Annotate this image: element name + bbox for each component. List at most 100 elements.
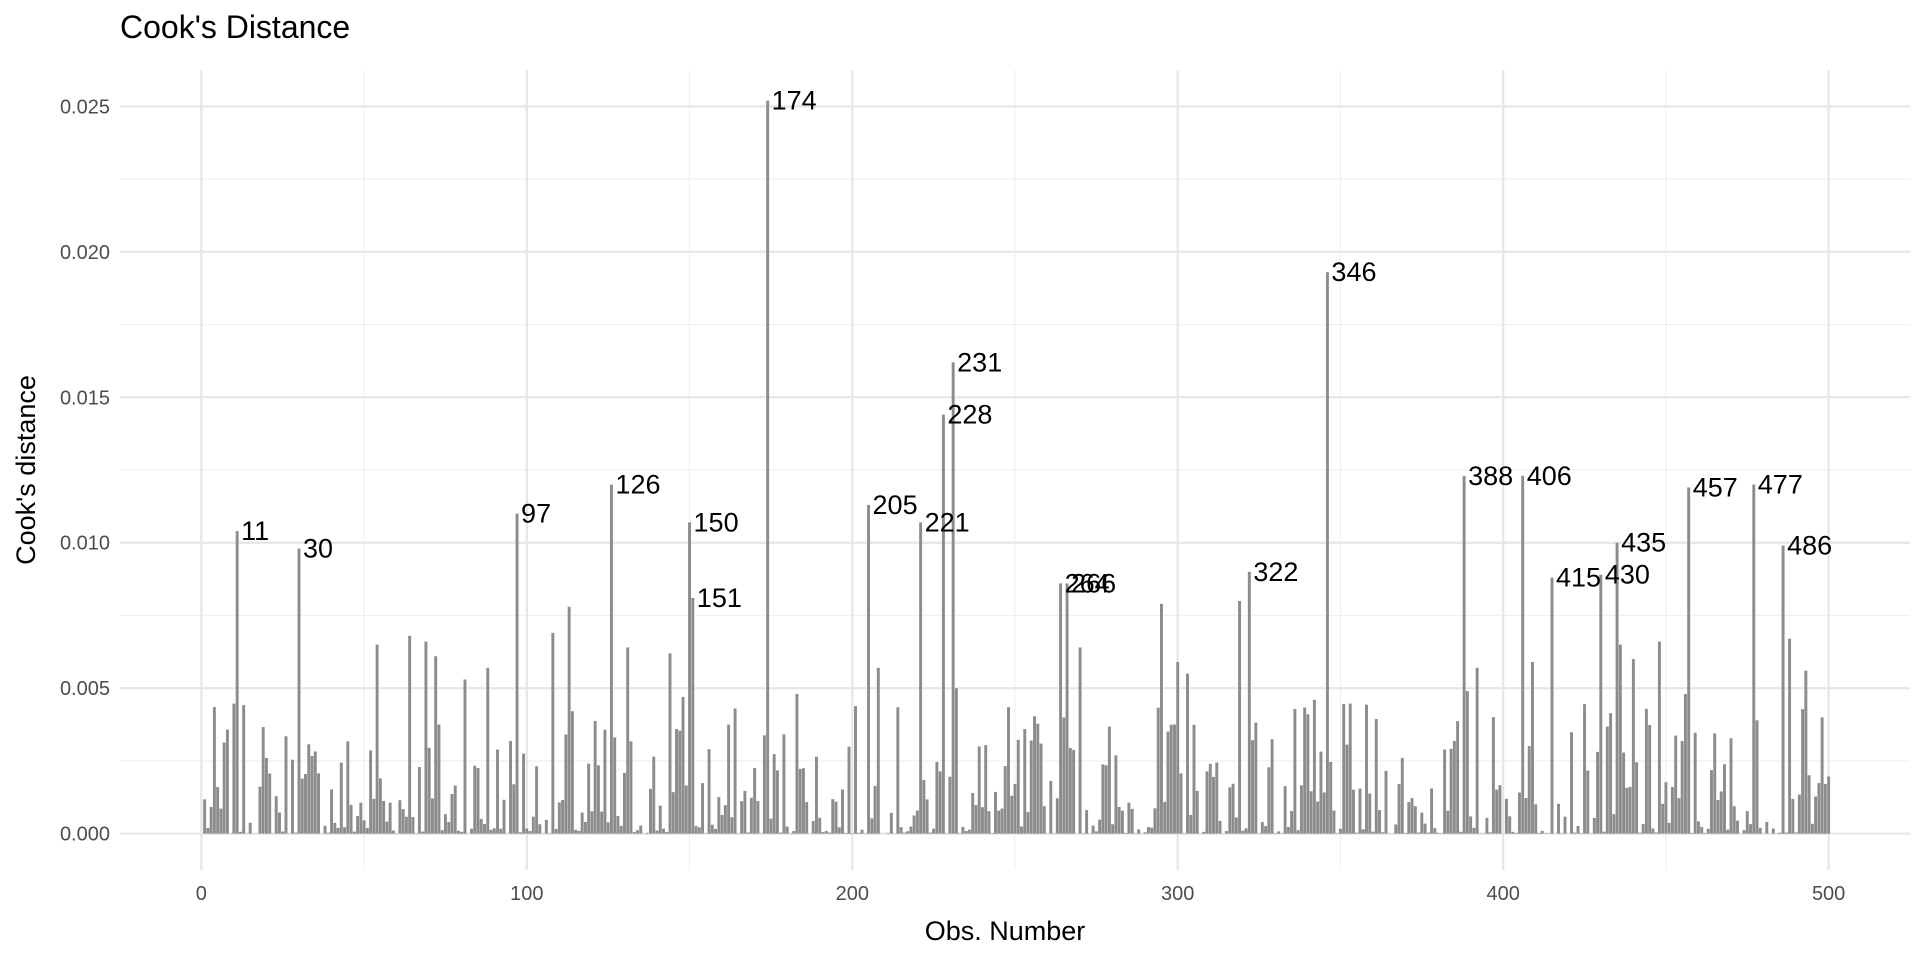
bar: [544, 819, 548, 834]
bar: [1309, 791, 1313, 834]
bar: [1534, 804, 1538, 834]
bar: [671, 792, 675, 834]
bar: [867, 504, 871, 834]
bar: [460, 831, 464, 834]
bar: [951, 362, 955, 834]
bar: [675, 729, 678, 834]
bar: [678, 730, 682, 834]
x-tick-label: 300: [1161, 883, 1194, 905]
bar: [1114, 755, 1118, 834]
bar: [1615, 542, 1619, 834]
bar: [1719, 791, 1723, 834]
bar: [1631, 659, 1635, 834]
bar: [1423, 823, 1427, 834]
bar: [499, 828, 503, 834]
bar: [1657, 641, 1661, 834]
bar: [206, 827, 210, 834]
bar: [1111, 824, 1115, 834]
bar: [264, 758, 268, 834]
bar: [232, 703, 236, 834]
bar: [798, 768, 802, 834]
bar: [964, 831, 968, 834]
bar: [994, 791, 997, 834]
bar: [1371, 831, 1375, 834]
bar: [492, 828, 496, 834]
point-label: 435: [1621, 528, 1666, 558]
bar: [453, 785, 457, 834]
bar: [603, 729, 607, 834]
y-axis-title: Cook's distance: [11, 375, 41, 565]
bar: [1394, 824, 1398, 834]
bar: [649, 788, 652, 834]
bar: [1055, 798, 1059, 834]
bar: [1238, 600, 1242, 834]
bar: [336, 827, 340, 834]
bar: [515, 513, 519, 834]
bar: [1602, 831, 1606, 834]
bar: [1159, 603, 1163, 834]
bar: [1778, 832, 1782, 834]
bar: [1641, 824, 1645, 834]
bar: [339, 762, 343, 834]
bar: [1195, 790, 1199, 834]
point-label: 126: [615, 470, 660, 500]
bar: [857, 832, 861, 834]
bar: [1469, 816, 1473, 834]
bar: [1212, 776, 1215, 834]
bar: [1413, 806, 1417, 834]
bar: [772, 754, 776, 834]
bar: [837, 827, 841, 834]
bar: [1146, 827, 1150, 834]
bar: [551, 632, 555, 834]
bar: [596, 765, 600, 834]
bar: [1635, 762, 1639, 834]
bar: [727, 724, 731, 834]
bar: [1296, 830, 1300, 834]
bar: [665, 831, 669, 834]
point-label: 150: [694, 507, 739, 537]
bar: [1804, 670, 1808, 834]
point-label: 231: [957, 347, 1002, 377]
bar: [1101, 764, 1105, 834]
bar: [662, 828, 665, 834]
bar: [1459, 831, 1463, 834]
bar: [294, 832, 298, 834]
bar: [1583, 704, 1587, 834]
bar: [684, 785, 688, 834]
bar: [919, 522, 923, 834]
bar: [915, 810, 919, 834]
bar: [1609, 713, 1613, 834]
bar: [935, 761, 939, 834]
bar: [1059, 583, 1063, 834]
bar: [1329, 762, 1333, 834]
bar: [1192, 724, 1196, 834]
bar: [1228, 787, 1232, 834]
bar: [697, 827, 701, 834]
bar: [870, 818, 874, 834]
bar: [1062, 717, 1066, 834]
bar: [522, 753, 526, 834]
bar: [694, 826, 698, 834]
bar: [1683, 694, 1687, 834]
bar: [1098, 819, 1102, 834]
point-label: 430: [1605, 560, 1650, 590]
bar: [388, 802, 392, 834]
bar: [496, 749, 499, 834]
bar: [1202, 831, 1206, 834]
bar: [583, 821, 587, 834]
bar: [1091, 825, 1095, 834]
bar: [1612, 814, 1616, 834]
bar: [1384, 770, 1388, 834]
bar: [1758, 827, 1762, 834]
x-axis-tick-labels: 0 100 200 300 400 500: [196, 883, 1846, 905]
bar: [1622, 752, 1626, 834]
bar: [805, 802, 809, 834]
bar: [554, 828, 558, 834]
bar: [873, 785, 877, 834]
bar: [310, 756, 314, 834]
bar: [238, 831, 242, 834]
bar: [470, 828, 473, 834]
bar: [792, 831, 796, 834]
bar: [1654, 832, 1658, 834]
bar: [326, 832, 330, 834]
